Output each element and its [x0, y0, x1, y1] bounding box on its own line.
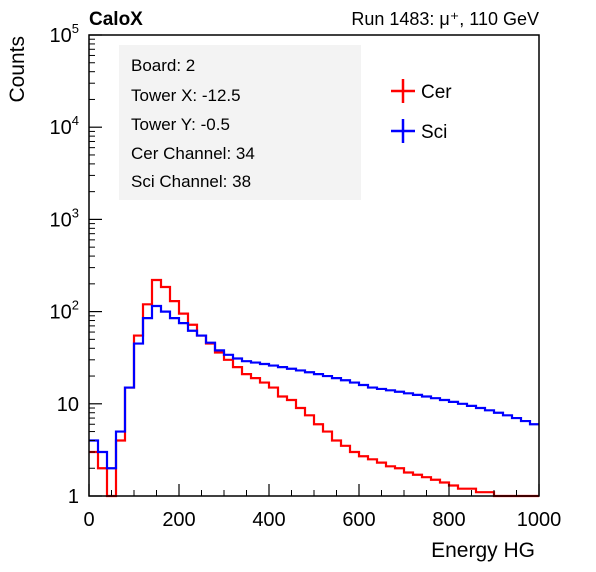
- x-tick-label: 1000: [517, 509, 562, 531]
- brand-label: CaloX: [89, 9, 143, 30]
- y-tick-label: 102: [50, 298, 79, 324]
- series-sci-line: [89, 304, 539, 470]
- info-box: Board: 2 Tower X: -12.5 Tower Y: -0.5 Ce…: [119, 45, 361, 200]
- y-axis-label: Counts: [6, 36, 29, 103]
- y-tick-label: 104: [50, 113, 79, 139]
- x-tick-label: 400: [252, 509, 285, 531]
- x-tick-label: 600: [342, 509, 375, 531]
- info-tower-x: Tower X: -12.5: [131, 86, 241, 105]
- legend-label-sci: Sci: [421, 122, 447, 143]
- x-tick-label: 800: [432, 509, 465, 531]
- x-tick-label: 0: [83, 509, 94, 531]
- run-info-label: Run 1483: μ⁺, 110 GeV: [351, 9, 539, 29]
- y-tick-label: 103: [50, 205, 79, 231]
- info-board: Board: 2: [131, 56, 195, 75]
- series-cer-line: [89, 278, 539, 498]
- y-tick-label: 105: [50, 21, 79, 47]
- info-tower-y: Tower Y: -0.5: [131, 115, 230, 134]
- legend-label-cer: Cer: [421, 82, 452, 103]
- info-sci-channel: Sci Channel: 38: [131, 172, 251, 191]
- x-axis-label: Energy HG: [431, 539, 535, 562]
- info-cer-channel: Cer Channel: 34: [131, 144, 255, 163]
- info-box-background: [119, 45, 361, 200]
- y-tick-label: 10: [57, 394, 79, 416]
- y-tick-label: 1: [68, 486, 79, 508]
- legend: Cer Sci: [391, 79, 452, 143]
- x-tick-label: 200: [162, 509, 195, 531]
